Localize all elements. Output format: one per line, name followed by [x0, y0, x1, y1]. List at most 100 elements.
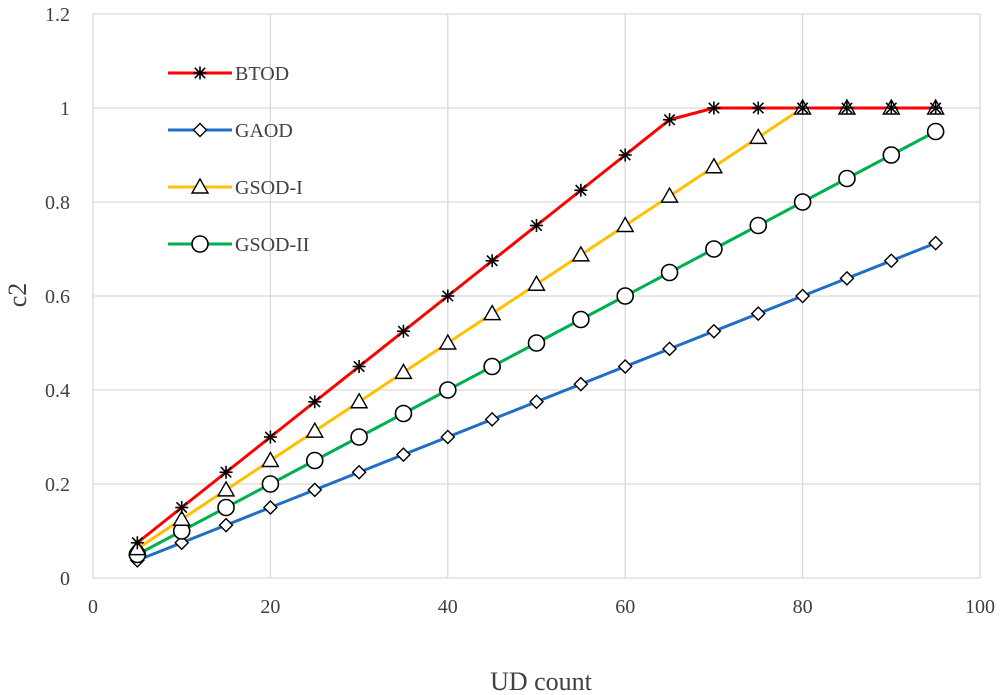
diamond-marker [617, 359, 633, 374]
circle-marker [438, 381, 457, 399]
circle-marker [191, 235, 209, 253]
asterisk-marker [263, 430, 277, 444]
asterisk-marker [796, 101, 810, 115]
diamond-marker [307, 482, 323, 498]
series-markers-btod [130, 101, 943, 550]
y-axis-ticks: 0 0.2 0.4 0.6 0.8 1 1.2 [45, 4, 70, 590]
circle-marker [483, 357, 501, 376]
y-tick-label: 0.4 [45, 380, 70, 402]
asterisk-marker [707, 101, 721, 115]
legend-label: GSOD-I [235, 177, 303, 199]
circle-marker [394, 404, 413, 423]
x-tick-label: 60 [615, 596, 635, 618]
asterisk-marker [219, 465, 233, 479]
legend-item-gaod: GAOD [168, 120, 293, 142]
diamond-marker [174, 535, 190, 551]
triangle-marker [438, 333, 458, 350]
triangle-marker [660, 186, 679, 203]
triangle-marker [615, 216, 635, 233]
circle-marker [882, 146, 901, 164]
legend-label: GAOD [235, 120, 293, 142]
triangle-marker [749, 127, 768, 145]
diamond-marker [262, 500, 278, 515]
asterisk-marker [175, 501, 189, 514]
series-layer [128, 98, 945, 568]
triangle-marker [571, 245, 591, 262]
circle-marker [305, 451, 324, 470]
series-markers-gsod-i [128, 98, 945, 556]
circle-marker [616, 287, 635, 305]
triangle-marker [261, 451, 280, 468]
diamond-marker [440, 429, 456, 445]
asterisk-marker [193, 66, 207, 80]
triangle-marker [704, 157, 724, 174]
series-markers-gsod-ii [128, 122, 945, 564]
x-tick-label: 100 [965, 596, 995, 618]
diamond-marker [928, 235, 944, 251]
y-tick-label: 0 [60, 568, 70, 590]
diamond-marker [484, 411, 500, 427]
y-tick-label: 0.2 [45, 474, 70, 496]
legend: BTOD GAOD GSOD-I GSOD-II [168, 63, 309, 256]
circle-marker [217, 498, 235, 517]
asterisk-marker [618, 148, 632, 162]
diamond-marker [218, 517, 234, 533]
x-tick-label: 40 [438, 596, 458, 618]
legend-label: GSOD-II [235, 234, 309, 256]
y-tick-label: 0.6 [45, 286, 70, 308]
triangle-marker [394, 362, 413, 380]
y-tick-label: 1 [60, 98, 70, 120]
triangle-marker [305, 421, 324, 438]
asterisk-marker [751, 101, 765, 115]
x-tick-label: 20 [260, 596, 280, 618]
legend-label: BTOD [235, 63, 289, 85]
asterisk-marker [396, 324, 410, 338]
legend-item-gsod-ii: GSOD-II [168, 234, 309, 256]
triangle-marker [349, 392, 369, 409]
diamond-marker [395, 447, 411, 463]
asterisk-marker [441, 289, 455, 303]
series-line-btod [136, 106, 936, 544]
triangle-marker [190, 177, 210, 194]
diamond-marker [662, 341, 678, 357]
diamond-marker [706, 323, 722, 339]
circle-marker [838, 169, 856, 188]
y-tick-label: 0.8 [45, 192, 70, 214]
asterisk-marker [130, 536, 144, 550]
diamond-marker [192, 122, 208, 138]
asterisk-marker [574, 183, 588, 197]
triangle-marker [527, 274, 546, 291]
diamond-marker [839, 270, 855, 286]
x-tick-label: 80 [793, 596, 813, 618]
diamond-marker [883, 253, 899, 269]
asterisk-marker [485, 254, 499, 268]
circle-marker [261, 475, 280, 493]
triangle-marker [216, 480, 236, 497]
diamond-marker [750, 306, 766, 322]
circle-marker [660, 263, 679, 282]
circle-marker [926, 122, 945, 141]
x-axis-ticks: 0 20 40 60 80 100 [88, 596, 995, 618]
diamond-marker [529, 394, 544, 410]
triangle-marker [482, 304, 502, 321]
y-axis-title: c2 [3, 283, 32, 308]
diamond-marker [795, 288, 811, 304]
asterisk-marker [884, 101, 898, 115]
asterisk-marker [308, 395, 322, 409]
x-axis-title: UD count [490, 667, 593, 695]
x-tick-label: 0 [88, 596, 98, 618]
diamond-marker [351, 464, 367, 480]
asterisk-marker [352, 360, 366, 373]
circle-marker [749, 216, 768, 235]
circle-marker [527, 334, 546, 352]
circle-marker [705, 240, 723, 258]
legend-item-gsod-i: GSOD-I [168, 177, 303, 199]
circle-marker [350, 428, 368, 446]
series-line-gsod-i [136, 106, 936, 550]
series-markers-gaod [129, 235, 944, 568]
asterisk-marker [929, 101, 943, 115]
asterisk-marker [840, 101, 854, 115]
diamond-marker [573, 376, 589, 392]
asterisk-marker [663, 113, 677, 127]
